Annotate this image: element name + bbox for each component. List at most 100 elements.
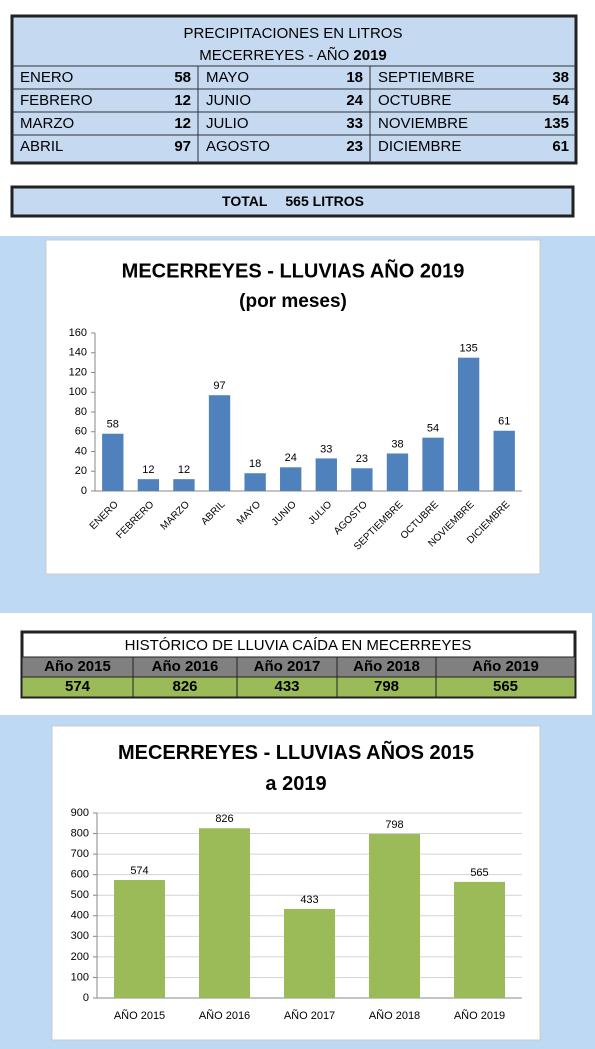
month-name: AGOSTO bbox=[206, 138, 270, 155]
subtitle: MECERREYES - AÑO bbox=[199, 47, 349, 64]
month-name: DICIEMBRE bbox=[378, 138, 461, 155]
y-tick-label: 80 bbox=[75, 406, 87, 418]
chart-panel bbox=[45, 239, 541, 575]
value-label: 574 bbox=[130, 865, 148, 877]
value-text: 826 bbox=[172, 678, 197, 695]
bar bbox=[280, 467, 302, 491]
total-text: TOTAL 565 LITROS bbox=[222, 193, 364, 209]
y-tick-label: 700 bbox=[71, 848, 89, 860]
month-value: 58 bbox=[174, 69, 191, 86]
bar bbox=[284, 908, 335, 998]
value-label: 58 bbox=[107, 419, 119, 431]
value-label: 97 bbox=[213, 380, 225, 392]
month-value: 97 bbox=[174, 138, 191, 155]
month-name: OCTUBRE bbox=[378, 92, 451, 109]
chart-title: MECERREYES - LLUVIAS AÑO 2019 bbox=[122, 259, 465, 282]
total-unit: LITROS bbox=[313, 193, 364, 209]
y-tick-label: 300 bbox=[71, 930, 89, 942]
chart-title: MECERREYES - LLUVIAS AÑOS 2015 a 2019 bbox=[117, 742, 474, 795]
y-tick-label: 600 bbox=[71, 869, 89, 881]
value-label: 38 bbox=[391, 438, 403, 450]
value-label: 565 bbox=[470, 867, 488, 879]
value-label: 798 bbox=[385, 819, 403, 831]
total-label: TOTAL bbox=[222, 193, 268, 209]
value-cell bbox=[435, 676, 576, 698]
value-text: 433 bbox=[274, 678, 299, 695]
value-label: 135 bbox=[459, 343, 477, 355]
value-label: 18 bbox=[249, 458, 261, 470]
month-name: NOVIEMBRE bbox=[378, 115, 468, 132]
bar bbox=[114, 880, 165, 998]
month-value: 24 bbox=[346, 92, 363, 109]
header-text: Año 2016 bbox=[152, 658, 219, 675]
value-label: 12 bbox=[142, 464, 154, 476]
bar bbox=[244, 473, 266, 491]
value-label: 33 bbox=[320, 443, 332, 455]
value-text: 798 bbox=[374, 678, 399, 695]
month-name: JULIO bbox=[206, 115, 249, 132]
bar bbox=[137, 479, 160, 491]
header-text: Año 2017 bbox=[254, 658, 321, 675]
bar bbox=[457, 357, 480, 491]
month-name: SEPTIEMBRE bbox=[378, 69, 475, 86]
history-title: HISTÓRICO DE LLUVIA CAÍDA EN MECERREYES bbox=[125, 637, 472, 654]
chart-subtitle: (por meses) bbox=[239, 291, 347, 312]
y-tick-label: 400 bbox=[71, 910, 89, 922]
bar bbox=[493, 430, 515, 491]
bar bbox=[386, 453, 409, 491]
month-value: 23 bbox=[346, 138, 363, 155]
header-text: Año 2019 bbox=[472, 658, 539, 675]
value-label: 23 bbox=[356, 453, 368, 465]
month-name: ENERO bbox=[20, 69, 73, 86]
header-text: Año 2018 bbox=[353, 658, 420, 675]
x-tick-label: AÑO 2019 bbox=[454, 1009, 505, 1022]
month-name: JUNIO bbox=[206, 92, 251, 109]
y-tick-label: 140 bbox=[69, 347, 87, 359]
y-tick-label: 20 bbox=[75, 465, 87, 477]
value-label: 826 bbox=[215, 813, 233, 825]
month-value: 61 bbox=[552, 138, 569, 155]
month-name: MARZO bbox=[20, 115, 74, 132]
value-label: 54 bbox=[427, 423, 439, 435]
y-tick-label: 100 bbox=[71, 971, 89, 983]
bar bbox=[369, 833, 420, 998]
bar bbox=[208, 395, 231, 491]
value-text: 565 bbox=[493, 678, 518, 695]
y-tick-label: 500 bbox=[71, 889, 89, 901]
y-tick-label: 900 bbox=[71, 807, 89, 819]
year: 2019 bbox=[353, 47, 386, 64]
month-value: 18 bbox=[346, 69, 363, 86]
bar bbox=[351, 468, 373, 491]
bar bbox=[315, 458, 337, 491]
month-value: 12 bbox=[174, 115, 191, 132]
table-title: PRECIPITACIONES EN LITROS bbox=[184, 25, 403, 42]
value-label: 433 bbox=[300, 894, 318, 906]
value-label: 24 bbox=[285, 452, 297, 464]
bar bbox=[199, 828, 250, 998]
x-tick-label: AÑO 2015 bbox=[114, 1009, 165, 1022]
y-tick-label: 60 bbox=[75, 426, 87, 438]
bar bbox=[422, 437, 444, 491]
table-subtitle: MECERREYES - AÑO 2019 bbox=[199, 47, 387, 64]
y-tick-label: 160 bbox=[69, 327, 87, 339]
y-tick-label: 40 bbox=[75, 445, 87, 457]
value-label: 61 bbox=[498, 416, 510, 428]
bar bbox=[102, 433, 124, 491]
y-tick-label: 0 bbox=[81, 485, 87, 497]
header-text: Año 2015 bbox=[44, 658, 111, 675]
y-tick-label: 0 bbox=[83, 992, 89, 1004]
month-value: 135 bbox=[544, 115, 569, 132]
y-tick-label: 800 bbox=[71, 827, 89, 839]
bar bbox=[454, 881, 505, 998]
y-tick-label: 120 bbox=[69, 366, 87, 378]
month-name: FEBRERO bbox=[20, 92, 93, 109]
total-value: 565 bbox=[285, 193, 309, 209]
month-value: 38 bbox=[552, 69, 569, 86]
month-value: 12 bbox=[174, 92, 191, 109]
value-label: 12 bbox=[178, 464, 190, 476]
y-tick-label: 200 bbox=[71, 951, 89, 963]
y-tick-label: 100 bbox=[69, 386, 87, 398]
total-box bbox=[10, 185, 575, 218]
